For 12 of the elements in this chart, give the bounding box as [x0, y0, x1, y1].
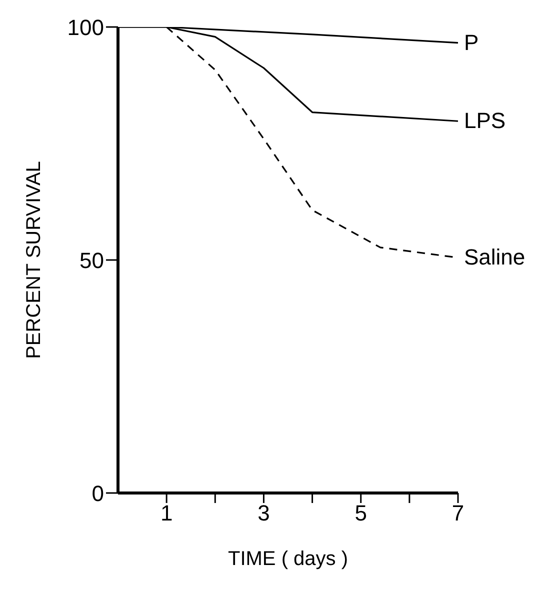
y-tick-label: 50: [80, 248, 104, 273]
series-label: LPS: [464, 108, 506, 134]
x-axis-title: TIME ( days ): [228, 548, 348, 570]
x-tick-label: 3: [258, 500, 270, 526]
y-axis-title: PERCENT SURVIVAL: [23, 161, 46, 359]
y-tick-label: 100: [67, 14, 104, 40]
x-tick-label: 1: [160, 500, 173, 526]
series-label: P: [464, 30, 479, 55]
x-tick-label: 5: [354, 500, 367, 526]
series-label: Saline: [464, 244, 526, 270]
x-tick-label: 7: [452, 500, 464, 526]
y-tick-label: 0: [92, 480, 104, 506]
